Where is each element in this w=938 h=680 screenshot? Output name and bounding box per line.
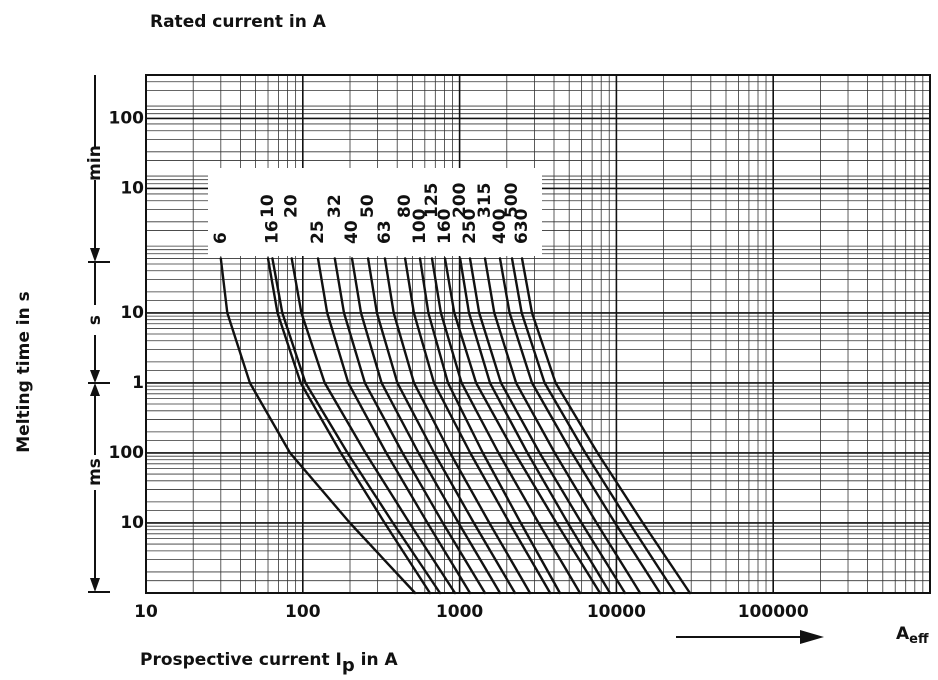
y-unit-dividers xyxy=(88,75,110,593)
fuse-curve xyxy=(350,257,502,595)
x-tick-label: 10000 xyxy=(587,602,646,622)
legend-label: 32 xyxy=(325,194,345,218)
fuse-curve xyxy=(366,257,517,595)
y-tick-label: 10 xyxy=(120,513,144,533)
arrowhead xyxy=(90,370,100,383)
x-tick-label: 1000 xyxy=(436,602,483,622)
x-tick-label: 10 xyxy=(134,602,158,622)
fuse-curve xyxy=(510,257,677,595)
legend-label: 200 xyxy=(450,182,470,218)
y-tick-label: 100 xyxy=(109,443,145,463)
fuse-curve xyxy=(290,257,457,595)
y-unit-label: min xyxy=(85,145,105,181)
legend-label: 40 xyxy=(342,220,362,244)
fuse-curve xyxy=(403,257,552,595)
x-tick-label: 100 xyxy=(285,602,321,622)
x-unit-main: A xyxy=(896,624,910,644)
legend-label: 160 xyxy=(435,208,455,244)
legend-label: 100 xyxy=(410,208,430,244)
legend-label: 50 xyxy=(358,194,378,218)
fuse-curve xyxy=(333,257,487,595)
chart-title: Rated current in A xyxy=(150,12,327,32)
legend-label: 315 xyxy=(475,183,495,219)
fuse-curve xyxy=(468,257,627,595)
legend-label: 500 xyxy=(502,182,522,218)
x-direction-arrowhead xyxy=(800,630,824,644)
fuse-curve xyxy=(418,257,562,595)
fuse-curve xyxy=(483,257,642,595)
y-tick-label: 1 xyxy=(132,373,144,393)
arrowhead xyxy=(90,383,100,396)
x-axis-label-tail: in A xyxy=(355,650,399,670)
fuse-curve xyxy=(219,257,417,595)
plot-frame xyxy=(145,74,931,594)
legend-label: 250 xyxy=(460,208,480,244)
fuse-curve xyxy=(383,257,532,595)
x-axis-label-sub: p xyxy=(342,655,355,676)
legend-label: 80 xyxy=(395,194,415,218)
legend-label: 16 xyxy=(262,220,282,244)
y-unit-label: ms xyxy=(85,458,105,486)
legend-box xyxy=(208,168,542,256)
y-tick-label: 10 xyxy=(120,303,144,323)
legend-label: 6 xyxy=(211,232,231,244)
fuse-curve xyxy=(430,257,582,595)
legend-label: 20 xyxy=(282,194,302,218)
arrowhead xyxy=(90,248,100,262)
x-unit-sub: eff xyxy=(909,632,929,647)
x-tick-label: 100000 xyxy=(738,602,809,622)
x-axis-label: Prospective current Ip in A xyxy=(140,650,399,676)
legend-label: 400 xyxy=(490,208,510,244)
legend-label: 125 xyxy=(422,183,442,219)
y-tick-label: 10 xyxy=(120,178,144,198)
y-unit-label: s xyxy=(85,315,105,325)
x-axis-label-main: Prospective current I xyxy=(140,650,342,670)
fuse-curve xyxy=(271,257,442,595)
legend-label: 10 xyxy=(258,194,278,218)
y-axis-label: Melting time in s xyxy=(14,291,34,453)
fuse-curve xyxy=(498,257,662,595)
fuse-curve xyxy=(266,257,432,595)
x-unit: Aeff xyxy=(896,624,929,647)
fuse-curve xyxy=(520,257,692,595)
legend-label: 630 xyxy=(512,208,532,244)
legend-label: 25 xyxy=(308,220,328,244)
fuse-curve xyxy=(316,257,472,595)
legend-label: 63 xyxy=(375,220,395,244)
y-tick-label: 100 xyxy=(109,108,145,128)
fuse-curve xyxy=(443,257,602,595)
fuse-curve xyxy=(458,257,612,595)
arrowhead xyxy=(90,578,100,592)
